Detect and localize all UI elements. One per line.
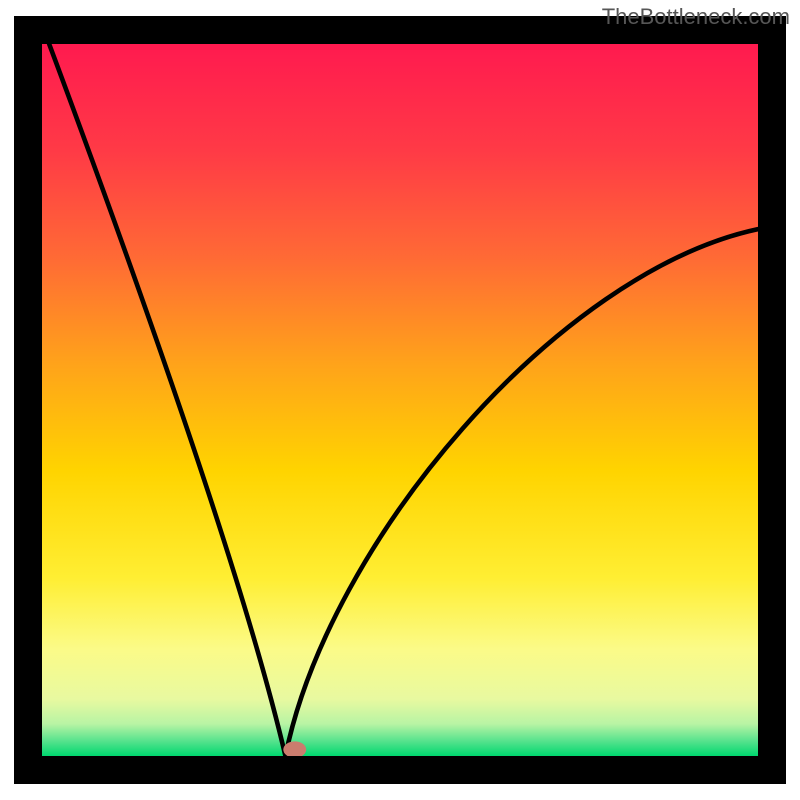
watermark-label: TheBottleneck.com bbox=[602, 4, 790, 30]
bottleneck-chart bbox=[0, 0, 800, 800]
optimal-point-marker bbox=[283, 741, 306, 757]
chart-background bbox=[42, 44, 758, 756]
